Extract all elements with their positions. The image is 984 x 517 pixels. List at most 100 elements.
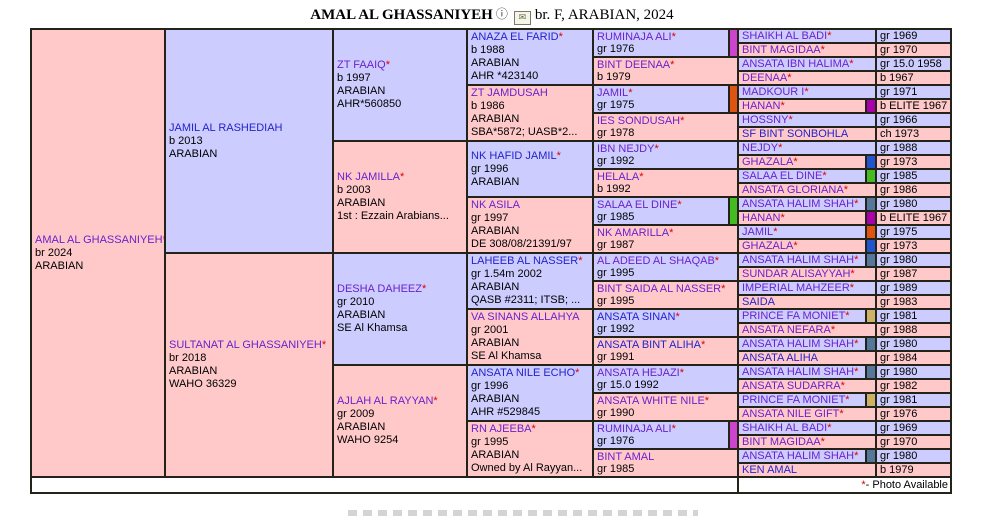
pedigree-cell-gen4-1: ANAZA EL FARID* b 1988 ARABIAN AHR *423140 xyxy=(468,30,592,84)
horse-name-link[interactable]: ANSATA NILE ECHO xyxy=(471,367,576,379)
detail-line: gr 1987 xyxy=(597,239,635,251)
detail-line: gr 1990 xyxy=(597,407,635,419)
photo-available-star: * xyxy=(385,59,390,71)
detail-line: b 1997 xyxy=(337,72,371,84)
horse-name-link[interactable]: ANSATA NEFARA xyxy=(742,324,831,336)
horse-name-link[interactable]: ZT JAMDUSAH xyxy=(471,87,548,99)
detail-line: b 2013 xyxy=(169,134,203,147)
detail-line: gr 2009 xyxy=(337,408,375,420)
photo-available-star: * xyxy=(556,149,561,162)
horse-name-link[interactable]: ANSATA HALIM SHAH xyxy=(742,198,855,210)
horse-name-link[interactable]: ANSATA HALIM SHAH xyxy=(742,450,855,462)
horse-name-link[interactable]: IMPERIAL MAHZEER xyxy=(742,282,850,294)
horse-name-link[interactable]: NEJDY xyxy=(742,142,779,154)
horse-name-link[interactable]: SALAA EL DINE xyxy=(597,199,678,211)
photo-available-star: * xyxy=(773,226,778,238)
horse-name-link[interactable]: BINT MAGIDAA xyxy=(742,44,821,56)
horse-name-link[interactable]: JAMIL AL RASHEDIAH xyxy=(169,121,283,134)
horse-name-link[interactable]: IES SONDUSAH xyxy=(597,115,681,127)
year-cell: gr 1981 xyxy=(877,394,950,406)
horse-name-link[interactable]: JAMIL xyxy=(597,87,629,99)
horse-name-link[interactable]: ANSATA HALIM SHAH xyxy=(742,254,855,266)
horse-name-link[interactable]: DESHA DAHEEZ xyxy=(337,283,422,295)
horse-name-link[interactable]: ANSATA WHITE NILE xyxy=(597,395,705,407)
year-cell: gr 1970 xyxy=(877,44,950,56)
detail-line: br 2024 xyxy=(35,246,73,259)
horse-name-link[interactable]: ANAZA EL FARID xyxy=(471,31,559,43)
horse-name-link[interactable]: SULTANAT AL GHASSANIYEH xyxy=(169,339,322,351)
photo-available-star: * xyxy=(854,366,859,378)
horse-name-link[interactable]: HOSSNY xyxy=(742,114,789,126)
horse-name-link[interactable]: AL ADEED AL SHAQAB xyxy=(597,255,715,267)
mail-icon[interactable]: ✉ xyxy=(513,11,531,25)
horse-name-link[interactable]: ANSATA SINAN xyxy=(597,311,676,323)
horse-name-link[interactable]: DEENAA xyxy=(742,72,788,84)
horse-name-link[interactable]: JAMIL xyxy=(742,226,774,238)
pedigree-cell-gen6-9: NEJDY* xyxy=(739,142,875,154)
horse-name-link[interactable]: SHAIKH AL BADI xyxy=(742,422,828,434)
horse-name-link[interactable]: MADKOUR I xyxy=(742,86,805,98)
page-title: AMAL AL GHASSANIYEH xyxy=(310,7,493,23)
horse-name-link[interactable]: HANAN xyxy=(742,100,781,112)
photo-available-star: * xyxy=(820,44,825,56)
horse-name-link[interactable]: ANSATA HALIM SHAH xyxy=(742,366,855,378)
pedigree-cell-gen5-11: ANSATA SINAN* gr 1992 xyxy=(594,310,737,336)
horse-name-link[interactable]: VA SINANS ALLAHYA xyxy=(471,311,580,323)
horse-name-link[interactable]: NK AMARILLA xyxy=(597,227,670,239)
horse-name-link[interactable]: LAHEEB AL NASSER xyxy=(471,255,579,267)
horse-name-link[interactable]: SF BINT SONBOHLA xyxy=(742,128,849,140)
pedigree-cell-gen5-7: SALAA EL DINE* gr 1985 xyxy=(594,198,737,224)
year-cell: gr 1976 xyxy=(877,408,950,420)
horse-name-link[interactable]: ANSATA NILE GIFT xyxy=(742,408,840,420)
horse-name-link[interactable]: KEN AMAL xyxy=(742,464,798,476)
horse-name-link[interactable]: ANSATA GLORIANA xyxy=(742,184,844,196)
horse-name-link[interactable]: ANSATA IBN HALIMA xyxy=(742,58,850,70)
color-swatch xyxy=(728,86,737,112)
horse-name-link[interactable]: SALAA EL DINE xyxy=(742,170,823,182)
horse-name-link[interactable]: HELALA xyxy=(597,171,640,183)
horse-name-link[interactable]: NK ASILA xyxy=(471,199,520,211)
color-swatch xyxy=(728,422,737,448)
horse-name-link[interactable]: SUNDAR ALISAYYAH xyxy=(742,268,851,280)
info-icon[interactable]: ⓘ xyxy=(495,7,508,21)
detail-line: ARABIAN xyxy=(471,393,520,405)
horse-name-link[interactable]: BINT DEENAA xyxy=(597,59,671,71)
legend-star: * xyxy=(861,479,866,491)
horse-name-link[interactable]: PRINCE FA MONIET xyxy=(742,394,846,406)
horse-name-link[interactable]: ANSATA SUDARRA xyxy=(742,380,841,392)
horse-name-link[interactable]: ZT FAAIQ xyxy=(337,59,386,71)
horse-name-link[interactable]: ANSATA ALIHA xyxy=(742,352,819,364)
horse-name-link[interactable]: BINT MAGIDAA xyxy=(742,436,821,448)
horse-name-link[interactable]: ANSATA HALIM SHAH xyxy=(742,338,855,350)
pedigree-cell-gen5-5: IBN NEJDY* gr 1992 xyxy=(594,142,737,168)
pedigree-cell-gen6-14: HANAN* xyxy=(739,212,875,224)
horse-name-link[interactable]: HANAN xyxy=(742,212,781,224)
horse-name-link[interactable]: GHAZALA xyxy=(742,156,794,168)
photo-available-star: * xyxy=(680,115,685,127)
pedigree-cell-gen6-24: ANSATA ALIHA xyxy=(739,352,875,364)
horse-name-link[interactable]: AJLAH AL RAYYAN xyxy=(337,395,434,407)
horse-name-link[interactable]: PRINCE FA MONIET xyxy=(742,310,846,322)
photo-available-star: * xyxy=(854,450,859,462)
horse-name-link[interactable]: RUMINAJA ALI xyxy=(597,423,672,435)
year-cell: gr 1980 xyxy=(877,366,950,378)
horse-name-link[interactable]: GHAZALA xyxy=(742,240,794,252)
horse-name-link[interactable]: RUMINAJA ALI xyxy=(597,31,672,43)
color-swatch xyxy=(865,394,875,406)
horse-name-link[interactable]: BINT AMAL xyxy=(597,451,655,463)
horse-name-link[interactable]: NK JAMILLA xyxy=(337,171,400,183)
horse-name-link[interactable]: IBN NEJDY xyxy=(597,143,655,155)
horse-name-link[interactable]: NK HAFID JAMIL xyxy=(471,149,557,162)
horse-name-link[interactable]: SAIDA xyxy=(742,296,776,308)
detail-line: ARABIAN xyxy=(471,337,520,349)
horse-name-link[interactable]: ANSATA HEJAZI xyxy=(597,367,680,379)
horse-name-link[interactable]: RN AJEEBA xyxy=(471,423,532,435)
detail-line: gr 1992 xyxy=(597,155,635,167)
horse-name-link[interactable]: AMAL AL GHASSANIYEH xyxy=(35,233,163,246)
horse-name-link[interactable]: ANSATA BINT ALIHA xyxy=(597,339,701,351)
pedigree-cell-gen6-18: SUNDAR ALISAYYAH* xyxy=(739,268,875,280)
photo-available-star: * xyxy=(780,100,785,112)
detail-line: gr 1976 xyxy=(597,435,635,447)
horse-name-link[interactable]: SHAIKH AL BADI xyxy=(742,30,828,42)
horse-name-link[interactable]: BINT SAIDA AL NASSER xyxy=(597,283,722,295)
